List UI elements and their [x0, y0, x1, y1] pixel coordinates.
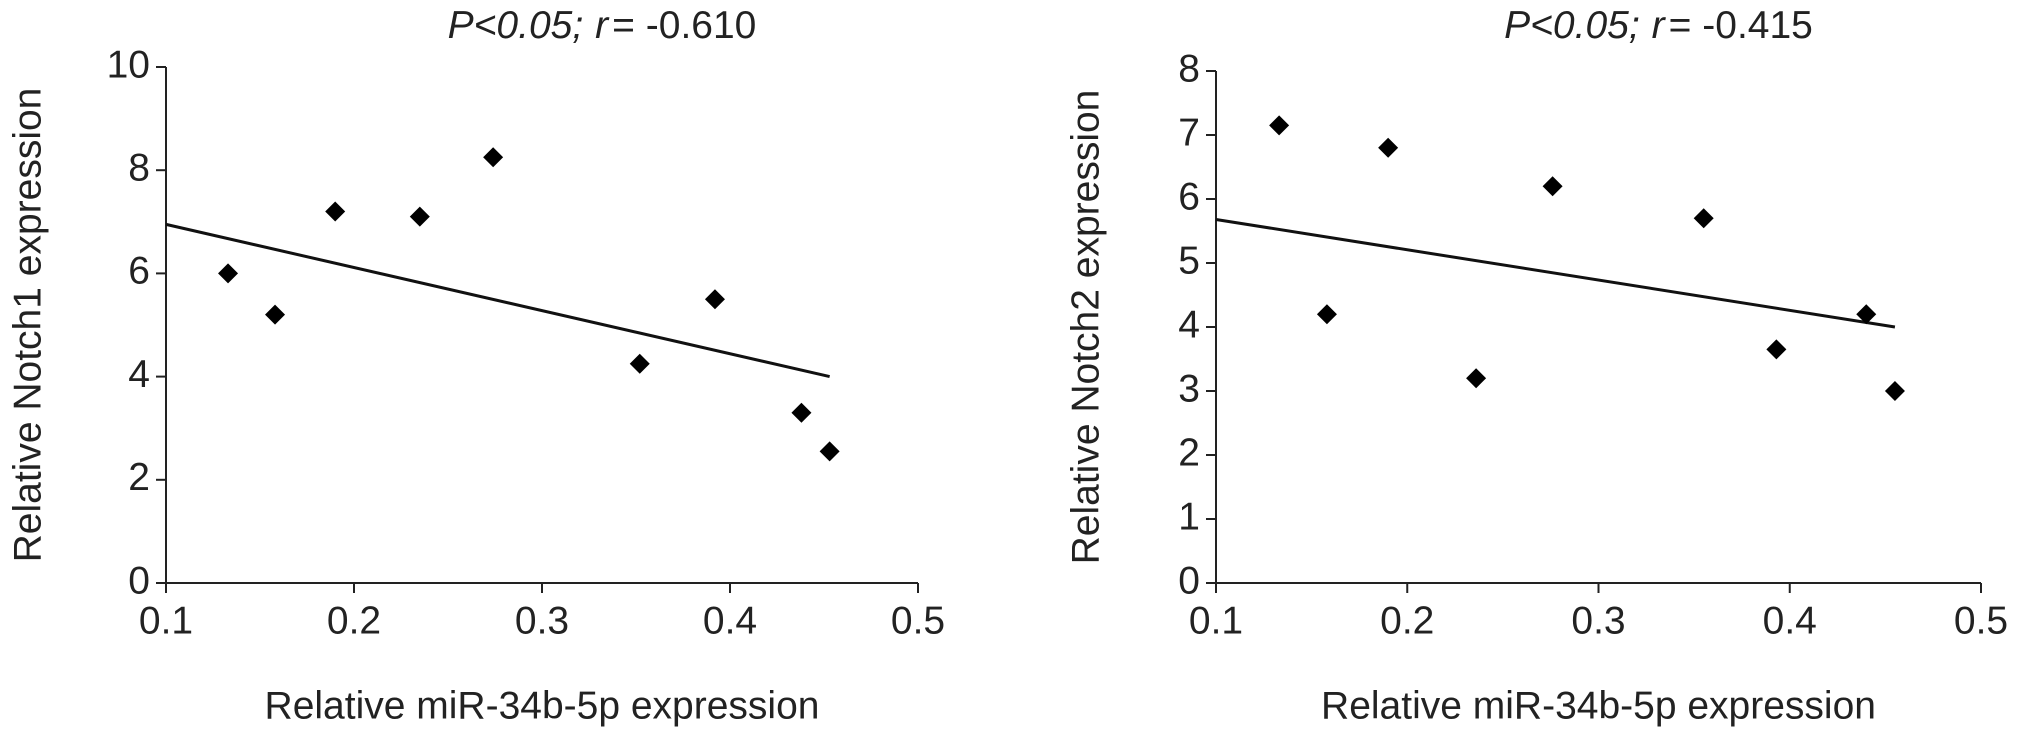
y-tick-label: 2	[128, 456, 150, 499]
title-p: P<0.05;	[448, 4, 584, 47]
x-tick-label: 0.3	[515, 599, 569, 642]
x-axis-label: Relative miR-34b-5p expression	[1321, 684, 1876, 727]
chart-title: P<0.05; r = -0.415	[1504, 4, 1813, 47]
x-tick-label: 0.4	[703, 599, 757, 642]
y-axis-label: Relative Notch1 expression	[6, 88, 49, 563]
y-tick-label: 3	[1178, 367, 1200, 410]
title-p: P<0.05;	[1504, 4, 1640, 47]
data-point	[325, 201, 346, 222]
y-tick-label: 2	[1178, 431, 1200, 474]
data-point	[218, 263, 239, 284]
y-tick-label: 6	[128, 250, 150, 293]
y-tick-label: 1	[1178, 495, 1200, 538]
data-point	[1884, 381, 1905, 401]
data-point	[819, 441, 840, 462]
x-tick-label: 0.1	[139, 599, 193, 642]
data-point	[1542, 176, 1563, 197]
title-r: r	[595, 4, 610, 47]
y-tick-label: 8	[1178, 47, 1200, 90]
data-point	[1269, 115, 1290, 136]
data-point	[1856, 304, 1877, 325]
y-tick-label: 10	[107, 43, 150, 86]
data-point	[265, 304, 286, 325]
data-point	[791, 402, 812, 423]
y-tick-label: 7	[1178, 111, 1200, 154]
data-point	[1378, 137, 1399, 158]
x-tick-label: 0.2	[1380, 599, 1434, 642]
title-value: = -0.610	[612, 4, 756, 47]
y-axis-label: Relative Notch2 expression	[1064, 90, 1107, 565]
x-tick-label: 0.3	[1571, 599, 1625, 642]
data-point	[704, 289, 725, 310]
y-tick-label: 8	[128, 146, 150, 189]
data-point	[1466, 368, 1487, 389]
y-tick-label: 4	[128, 353, 150, 396]
x-tick-label: 0.1	[1189, 599, 1243, 642]
x-tick-label: 0.5	[891, 599, 945, 642]
title-r: r	[1652, 4, 1667, 47]
data-point	[483, 147, 504, 168]
y-tick-label: 5	[1178, 239, 1200, 282]
trendline	[1215, 217, 1896, 329]
title-value: = -0.415	[1669, 4, 1813, 47]
data-point	[409, 206, 430, 227]
data-point	[1316, 304, 1337, 325]
y-tick-label: 0	[1178, 559, 1200, 602]
x-axis-label: Relative miR-34b-5p expression	[265, 684, 820, 727]
x-tick-label: 0.5	[1954, 599, 2008, 642]
data-point	[629, 353, 650, 374]
chart-title: P<0.05; r = -0.610	[448, 4, 757, 47]
data-point	[1766, 339, 1787, 360]
trendline	[165, 222, 830, 379]
y-tick-label: 6	[1178, 175, 1200, 218]
y-tick-label: 4	[1178, 303, 1200, 346]
x-tick-label: 0.2	[327, 599, 381, 642]
y-tick-label: 0	[128, 559, 150, 602]
data-point	[1693, 208, 1714, 229]
x-tick-label: 0.4	[1763, 599, 1817, 642]
